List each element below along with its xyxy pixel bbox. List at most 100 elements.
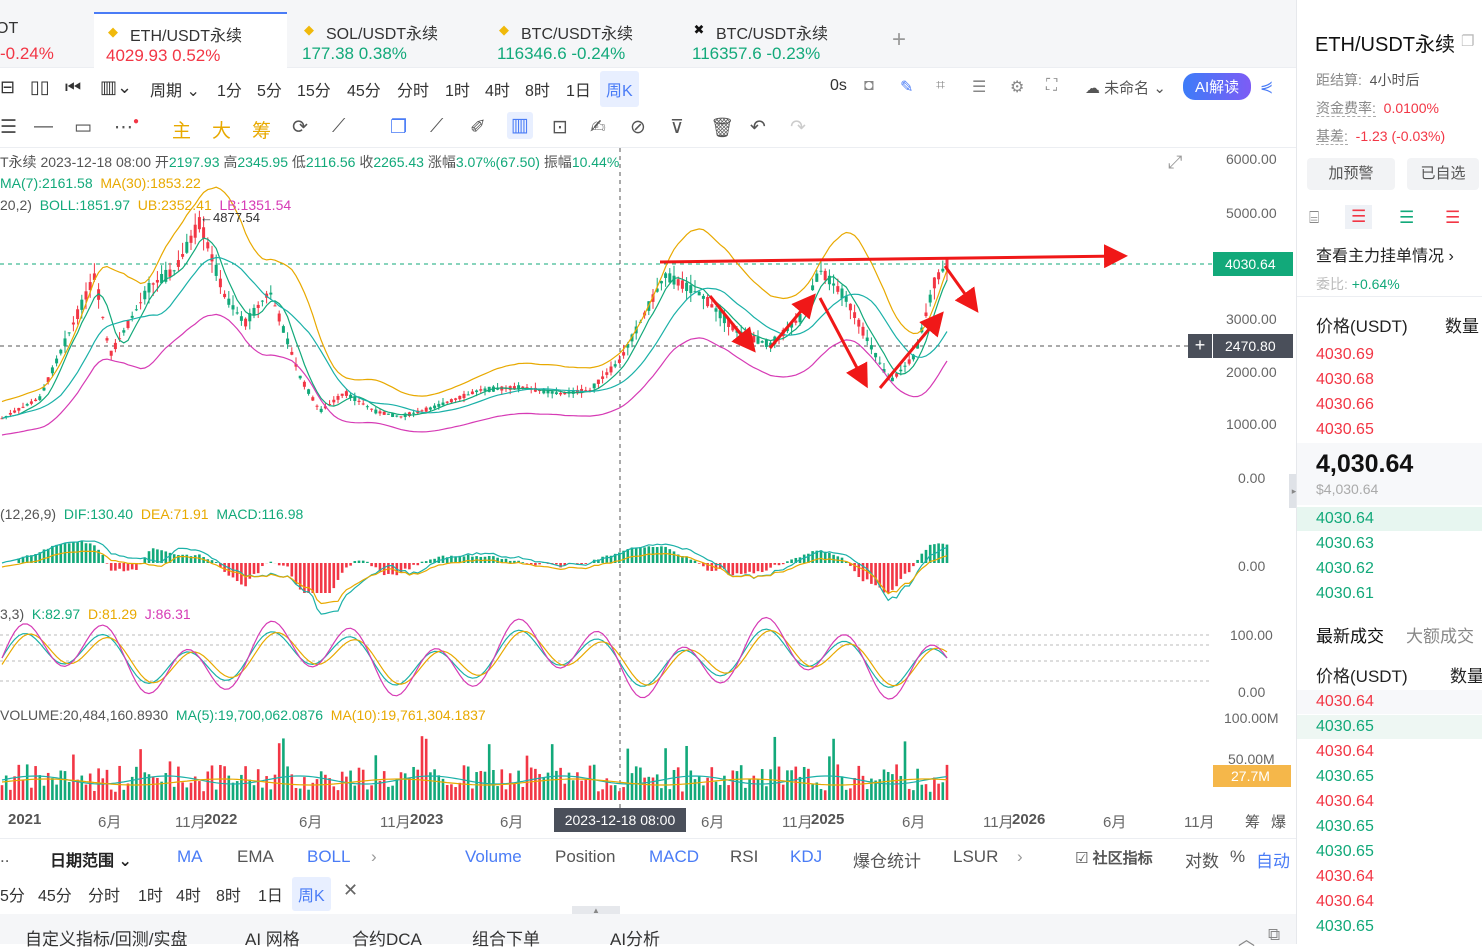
interval-5m[interactable]: 5分 bbox=[257, 77, 282, 101]
ind-rsi[interactable]: RSI bbox=[730, 847, 758, 867]
lock-icon[interactable]: ⊡ bbox=[552, 116, 568, 139]
ai-grid-link[interactable]: AI 网格 bbox=[245, 925, 300, 950]
symbol-tab[interactable]: ✖ BTC/USDT永续 116357.6 -0.23% bbox=[680, 12, 880, 68]
interval-15m[interactable]: 15分 bbox=[297, 77, 331, 101]
undo-icon[interactable]: ↶ bbox=[750, 116, 766, 139]
ind-liquidation[interactable]: 爆仓统计 bbox=[853, 847, 921, 872]
add-alert-button[interactable]: 加预警 bbox=[1307, 158, 1395, 190]
interval-1h[interactable]: 1时 bbox=[445, 77, 470, 101]
settings-icon[interactable]: ⚙ bbox=[1010, 77, 1024, 97]
bid-price[interactable]: 4030.61 bbox=[1316, 585, 1374, 603]
rewind-icon[interactable]: ⏮ bbox=[65, 77, 81, 98]
range-tick[interactable]: 分时 bbox=[88, 882, 120, 906]
expand-icon[interactable]: ⤢ bbox=[1168, 152, 1182, 173]
brush-icon[interactable]: ✐ bbox=[470, 116, 486, 139]
log-scale-toggle[interactable]: 对数 bbox=[1185, 847, 1219, 872]
ind-lsur[interactable]: LSUR bbox=[953, 847, 998, 867]
ind-kdj[interactable]: KDJ bbox=[790, 847, 822, 867]
range-1w[interactable]: 周K bbox=[292, 877, 331, 911]
bid-price[interactable]: 4030.64 bbox=[1316, 510, 1374, 528]
symbol-tab[interactable]: ◆ BTC/USDT永续 116346.6 -0.24% bbox=[485, 12, 675, 68]
period-dropdown[interactable]: 周期 ⌄ bbox=[150, 77, 200, 101]
ind-boll[interactable]: BOLL bbox=[307, 847, 350, 867]
big-order-button[interactable]: 大 bbox=[212, 116, 231, 143]
symbol-tab-active[interactable]: ◆ ETH/USDT永续 4029.93 0.52% bbox=[94, 12, 287, 68]
tab-latest-trades[interactable]: 最新成交 bbox=[1316, 622, 1384, 647]
menu-icon[interactable]: ⊟ bbox=[0, 77, 15, 98]
bid-price[interactable]: 4030.63 bbox=[1316, 535, 1374, 553]
ask-price[interactable]: 4030.69 bbox=[1316, 346, 1374, 364]
ind-position[interactable]: Position bbox=[555, 847, 615, 867]
date-range-dropdown[interactable]: 日期范围 ⌄ bbox=[50, 847, 132, 871]
ask-price[interactable]: 4030.65 bbox=[1316, 421, 1374, 439]
interval-4h[interactable]: 4时 bbox=[485, 77, 510, 101]
interval-1d[interactable]: 1日 bbox=[566, 77, 591, 101]
range-1d[interactable]: 1日 bbox=[258, 882, 283, 906]
book-bids-icon[interactable]: ☰ bbox=[1399, 208, 1414, 228]
replay-icon[interactable]: ⟳ bbox=[292, 116, 308, 139]
list-icon[interactable]: ☰ bbox=[972, 77, 986, 97]
book-both-icon[interactable]: ☰ bbox=[1345, 205, 1372, 229]
chevron-right-icon[interactable]: › bbox=[371, 847, 377, 867]
layout-icon[interactable]: ▯▯ bbox=[30, 77, 50, 98]
interval-1m[interactable]: 1分 bbox=[217, 77, 242, 101]
community-indicators-button[interactable]: ☑ 社区指标 bbox=[1075, 847, 1153, 868]
range-4h[interactable]: 4时 bbox=[176, 882, 201, 906]
kline-chart[interactable]: T永续 2023-12-18 08:00 开2197.93 高2345.95 低… bbox=[0, 148, 1296, 830]
range-45m[interactable]: 45分 bbox=[38, 882, 72, 906]
combo-order-link[interactable]: 组合下单 bbox=[472, 925, 540, 950]
ask-price[interactable]: 4030.68 bbox=[1316, 371, 1374, 389]
share-icon[interactable]: ⋞ bbox=[1260, 77, 1273, 97]
symbol-tab[interactable]: OT -0.24% bbox=[0, 12, 90, 68]
candle-tool-icon[interactable]: ▥ bbox=[507, 112, 533, 139]
auto-scale-toggle[interactable]: 自动 bbox=[1256, 847, 1290, 872]
pencil-icon[interactable]: ✎ bbox=[900, 77, 913, 97]
popout-icon[interactable]: ⧉ bbox=[1268, 925, 1280, 945]
note-icon[interactable]: ✍ bbox=[590, 116, 606, 139]
ai-analysis-link[interactable]: AI分析 bbox=[610, 925, 660, 950]
chart-canvas[interactable] bbox=[0, 148, 1296, 830]
ask-price[interactable]: 4030.66 bbox=[1316, 396, 1374, 414]
redo-icon[interactable]: ↷ bbox=[790, 116, 806, 139]
add-tab-icon[interactable]: + bbox=[892, 26, 906, 54]
camera-icon[interactable]: ◘ bbox=[864, 77, 874, 95]
fullscreen-icon[interactable]: ⛶ bbox=[1046, 77, 1057, 95]
ruler-icon[interactable]: ⟋ bbox=[430, 116, 443, 138]
chips-axis-button[interactable]: 筹 bbox=[1245, 811, 1260, 832]
rect-icon[interactable]: ▭ bbox=[74, 116, 92, 139]
custom-indicator-link[interactable]: 自定义指标/回测/实盘 bbox=[25, 925, 187, 950]
ind-volume[interactable]: Volume bbox=[465, 847, 522, 867]
ind-macd[interactable]: MACD bbox=[649, 847, 699, 867]
layout-name-dropdown[interactable]: ☁ 未命名 ⌄ bbox=[1085, 77, 1166, 98]
hline-icon[interactable]: — bbox=[34, 116, 53, 138]
ai-read-button[interactable]: AI解读 bbox=[1183, 73, 1251, 100]
book-view-icon[interactable]: ⌸ bbox=[1309, 208, 1319, 228]
candle-type-icon[interactable]: ▥⌄ bbox=[100, 77, 132, 98]
more-icon[interactable]: ⋯● bbox=[114, 116, 139, 139]
percent-scale-toggle[interactable]: % bbox=[1230, 847, 1245, 867]
ind-ema[interactable]: EMA bbox=[237, 847, 274, 867]
main-force-button[interactable]: 主 bbox=[172, 116, 191, 143]
symbol-tab[interactable]: ◆ SOL/USDT永续 177.38 0.38% bbox=[290, 12, 480, 68]
chevron-right-icon[interactable]: › bbox=[1017, 847, 1023, 867]
add-alert-icon[interactable]: + bbox=[1188, 334, 1212, 358]
tab-large-trades[interactable]: 大额成交 bbox=[1406, 622, 1474, 647]
trash-icon[interactable]: 🗑 bbox=[710, 116, 734, 140]
liquidation-axis-button[interactable]: 爆 bbox=[1271, 811, 1286, 832]
filter-icon[interactable]: ⊽ bbox=[670, 116, 684, 139]
depth-link[interactable]: 查看主力挂单情况 › bbox=[1316, 242, 1454, 266]
ind-ma[interactable]: MA bbox=[177, 847, 203, 867]
favorite-button[interactable]: 已自选 bbox=[1407, 158, 1479, 190]
more-dots[interactable]: .. bbox=[0, 847, 9, 867]
range-1h[interactable]: 1时 bbox=[138, 882, 163, 906]
magnet-icon[interactable]: ⊘ bbox=[630, 116, 646, 139]
lines-icon[interactable]: ☰ bbox=[0, 116, 17, 139]
crop-icon[interactable]: ⌗ bbox=[936, 77, 945, 95]
book-asks-icon[interactable]: ☰ bbox=[1445, 208, 1460, 228]
bid-price[interactable]: 4030.62 bbox=[1316, 560, 1374, 578]
interval-1w[interactable]: 周K bbox=[600, 71, 639, 107]
chevron-up-icon[interactable]: ︿ bbox=[1238, 925, 1255, 950]
chips-button[interactable]: 筹 bbox=[252, 116, 271, 143]
range-8h[interactable]: 8时 bbox=[216, 882, 241, 906]
interval-8h[interactable]: 8时 bbox=[525, 77, 550, 101]
